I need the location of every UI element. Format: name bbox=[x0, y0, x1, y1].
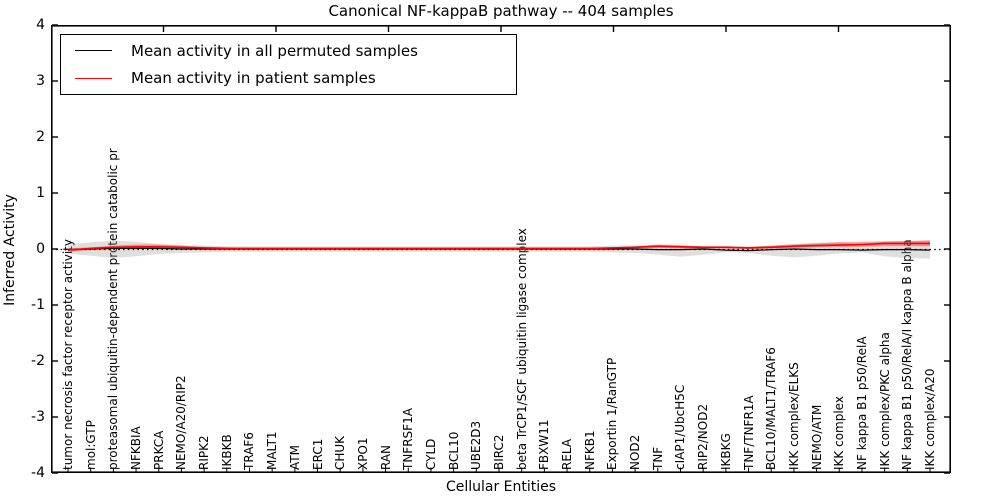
y-tick-label: -2 bbox=[31, 353, 45, 369]
y-tick-label: 0 bbox=[36, 241, 45, 257]
chart-title: Canonical NF-kappaB pathway -- 404 sampl… bbox=[328, 2, 674, 20]
y-tick-label: -4 bbox=[31, 465, 45, 481]
legend-line-sample-permuted bbox=[75, 50, 112, 52]
legend-line-sample-patient bbox=[75, 77, 112, 79]
x-axis-label: Cellular Entities bbox=[445, 479, 557, 495]
legend: Mean activity in all permuted samples Me… bbox=[60, 34, 517, 95]
y-tick-label: 1 bbox=[36, 185, 45, 201]
axes-frame bbox=[50, 24, 952, 473]
legend-label-patient: Mean activity in patient samples bbox=[131, 69, 376, 88]
y-tick-label: 2 bbox=[36, 129, 45, 145]
y-tick-label: -3 bbox=[31, 409, 45, 425]
line-patient-mean bbox=[67, 242, 930, 251]
y-axis-label: Inferred Activity bbox=[2, 194, 18, 306]
y-tick-label: 3 bbox=[36, 73, 45, 89]
y-tick-label: -1 bbox=[31, 297, 45, 313]
legend-item-permuted: Mean activity in all permuted samples bbox=[73, 39, 516, 63]
legend-label-permuted: Mean activity in all permuted samples bbox=[131, 41, 418, 60]
legend-item-patient: Mean activity in patient samples bbox=[73, 66, 516, 90]
y-tick-label: 4 bbox=[36, 17, 45, 33]
